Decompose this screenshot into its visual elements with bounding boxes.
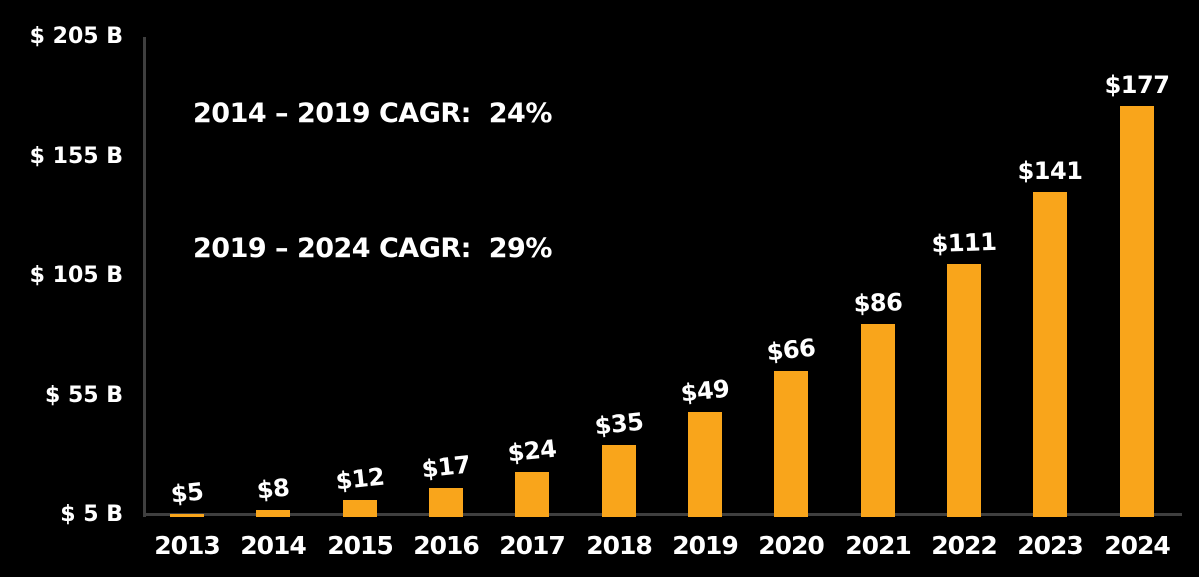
bar-value-label-2014: $8: [255, 473, 291, 505]
y-axis: $ 205 B $ 155 B $ 105 B $ 55 B $ 5 B: [0, 0, 123, 577]
bar-value-label-2015: $12: [334, 462, 386, 496]
bar-value-label-2020: $66: [765, 333, 817, 367]
bar-2021: [861, 324, 895, 517]
x-tick-2019: 2019: [672, 531, 739, 560]
y-tick-label-155: $ 155 B: [29, 144, 123, 169]
x-tick-2013: 2013: [154, 531, 221, 560]
bar-2016: [429, 488, 463, 517]
bar-2017: [515, 472, 549, 517]
bar-2013: [170, 514, 204, 517]
x-tick-2017: 2017: [499, 531, 566, 560]
x-tick-2024: 2024: [1104, 531, 1171, 560]
x-tick-2022: 2022: [931, 531, 998, 560]
bar-value-label-2013: $5: [169, 477, 205, 509]
bar-2019: [688, 412, 722, 517]
y-tick-label-105: $ 105 B: [29, 263, 123, 288]
x-tick-2014: 2014: [240, 531, 307, 560]
bar-2020: [774, 371, 808, 517]
x-tick-2015: 2015: [327, 531, 394, 560]
x-axis-line: [143, 513, 1182, 516]
cagr-annotation-2019-2024: 2019 – 2024 CAGR: 29%: [193, 233, 552, 264]
y-tick-label-5: $ 5 B: [60, 502, 123, 527]
bar-2022: [947, 264, 981, 517]
y-tick-label-55: $ 55 B: [44, 383, 123, 408]
bar-value-label-2024: $177: [1104, 71, 1170, 99]
x-tick-2023: 2023: [1017, 531, 1084, 560]
y-axis-line: [143, 37, 146, 517]
bar-2014: [256, 510, 290, 517]
bar-value-label-2021: $86: [853, 288, 903, 318]
x-tick-2021: 2021: [845, 531, 912, 560]
bar-value-label-2017: $24: [506, 434, 558, 468]
cagr-annotations: 2014 – 2019 CAGR: 24% 2019 – 2024 CAGR: …: [193, 1, 552, 361]
bar-value-label-2022: $111: [931, 227, 997, 259]
bar-2018: [602, 445, 636, 517]
y-tick-label-205: $ 205 B: [29, 24, 123, 49]
bar-2015: [343, 500, 377, 517]
bar-2023: [1033, 192, 1067, 517]
x-tick-2020: 2020: [758, 531, 825, 560]
bar-value-label-2023: $141: [1017, 157, 1083, 185]
bar-value-label-2019: $49: [679, 374, 731, 408]
cagr-annotation-2014-2019: 2014 – 2019 CAGR: 24%: [193, 98, 552, 129]
bar-2024: [1120, 106, 1154, 517]
x-tick-2018: 2018: [586, 531, 653, 560]
x-tick-2016: 2016: [413, 531, 480, 560]
bar-value-label-2016: $17: [420, 450, 472, 484]
bar-value-label-2018: $35: [593, 407, 645, 441]
